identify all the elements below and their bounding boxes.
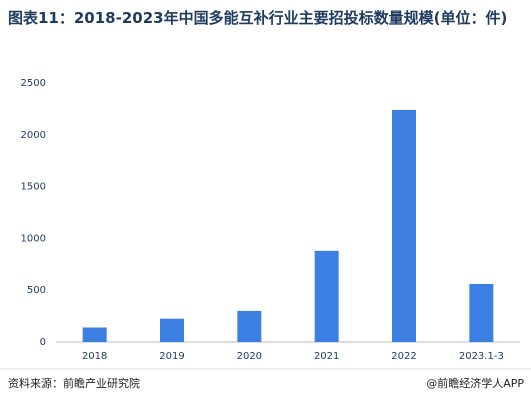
chart-title: 图表11：2018-2023年中国多能互补行业主要招投标数量规模(单位：件)	[8, 9, 508, 27]
bar	[160, 318, 184, 342]
source-note: 资料来源：前瞻产业研究院	[8, 376, 140, 390]
bar	[82, 327, 107, 342]
x-tick-label: 2018	[82, 351, 107, 362]
y-tick-label: 2500	[21, 78, 46, 89]
y-tick-label: 2000	[21, 130, 46, 141]
y-tick-label: 500	[27, 285, 46, 296]
bar	[314, 250, 339, 342]
x-tick-label: 2019	[159, 351, 184, 362]
x-tick-label: 2020	[237, 351, 262, 362]
brand: @前瞻经济学人APP	[426, 376, 524, 390]
x-tick-label: 2023.1-3	[459, 351, 504, 362]
x-tick-label: 2022	[391, 351, 416, 362]
x-tick-label: 2021	[314, 351, 339, 362]
bar	[237, 310, 262, 342]
bar	[469, 283, 494, 342]
y-tick-label: 0	[40, 337, 46, 348]
y-tick-label: 1000	[21, 233, 46, 244]
bar	[392, 109, 416, 342]
y-tick-label: 1500	[21, 182, 46, 193]
